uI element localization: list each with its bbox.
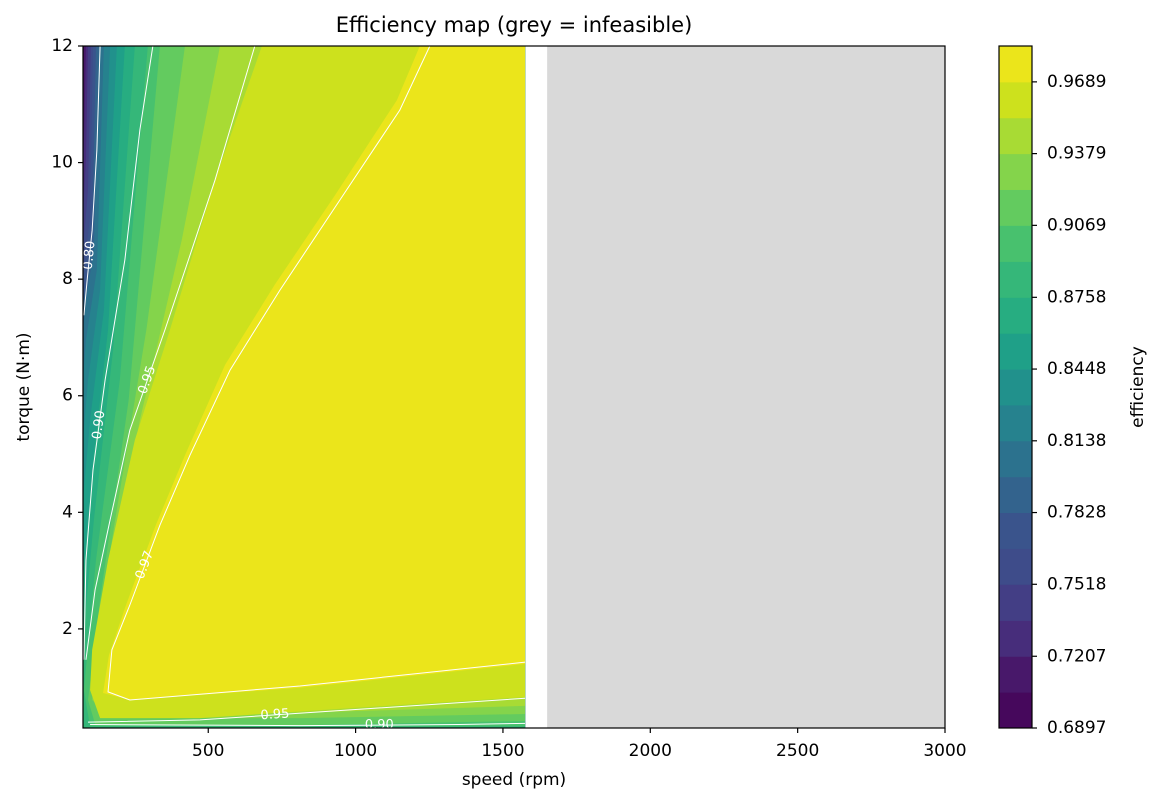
colorbar-tick-label: 0.7518: [1047, 574, 1106, 594]
colorbar-band: [999, 584, 1032, 621]
contour-label: 0.80: [81, 240, 99, 270]
colorbar-tick-label: 0.9379: [1047, 144, 1106, 164]
x-tick-label: 2000: [629, 741, 672, 761]
x-tick-label: 3000: [923, 741, 966, 761]
colorbar-band: [999, 440, 1032, 478]
colorbar-frame: [998, 45, 1033, 729]
plot-area: 0.800.900.900.950.950.97: [81, 46, 945, 732]
colorbar-band: [999, 153, 1032, 190]
colorbar-tick-label: 0.9069: [1047, 215, 1106, 235]
y-axis-label: torque (N·m): [14, 332, 34, 441]
contour-line: [85, 46, 256, 660]
contour-label: 0.90: [90, 410, 109, 441]
colorbar-band: [999, 189, 1032, 226]
infeasible-region: [547, 46, 945, 728]
colorbar-band: [999, 512, 1032, 549]
contour-region: [103, 46, 526, 701]
contour-line: [90, 722, 526, 727]
colorbar-tick-label: 0.8758: [1047, 287, 1106, 307]
y-tick-label: 4: [62, 502, 73, 522]
colorbar-band: [999, 225, 1032, 262]
x-axis-label: speed (rpm): [462, 770, 566, 790]
y-tick-label: 2: [62, 619, 73, 639]
y-tick-label: 8: [62, 269, 73, 289]
colorbar-tick-label: 0.9689: [1047, 72, 1106, 92]
colorbar-band: [999, 692, 1032, 729]
plot-frame: [82, 45, 946, 729]
contour-line: [87, 697, 526, 723]
colorbar-tick-label: 0.7828: [1047, 503, 1106, 523]
colorbar-band: [999, 476, 1032, 514]
x-tick-label: 1500: [481, 741, 524, 761]
colorbar-tick-label: 0.8138: [1047, 431, 1106, 451]
colorbar-band: [999, 404, 1032, 442]
colorbar-band: [999, 369, 1032, 406]
colorbar-band: [999, 620, 1032, 657]
x-tick-label: 2500: [776, 741, 819, 761]
colorbar-band: [999, 46, 1032, 83]
contour-label: 0.90: [365, 717, 394, 732]
colorbar-band: [999, 333, 1032, 370]
colorbar-band: [999, 297, 1032, 334]
y-tick-label: 12: [51, 36, 73, 56]
y-tick-label: 6: [62, 386, 73, 406]
colorbar-band: [999, 261, 1032, 298]
colorbar-tick-label: 0.8448: [1047, 359, 1106, 379]
y-tick-label: 10: [51, 153, 73, 173]
x-tick-label: 500: [192, 741, 224, 761]
colorbar-band: [999, 548, 1032, 585]
chart-title: Efficiency map (grey = infeasible): [336, 13, 693, 37]
colorbar-band: [999, 117, 1032, 155]
x-tick-label: 1000: [334, 741, 377, 761]
contour-label: 0.95: [260, 706, 290, 723]
colorbar-tick-label: 0.6897: [1047, 718, 1106, 738]
colorbar-label: efficiency: [1128, 346, 1148, 428]
colorbar-tick-label: 0.7207: [1047, 646, 1106, 666]
contour-line: [107, 46, 526, 701]
contour-line: [83, 46, 101, 316]
contour-line: [83, 46, 154, 660]
colorbar-band: [999, 656, 1032, 693]
colorbar-band: [999, 81, 1032, 119]
